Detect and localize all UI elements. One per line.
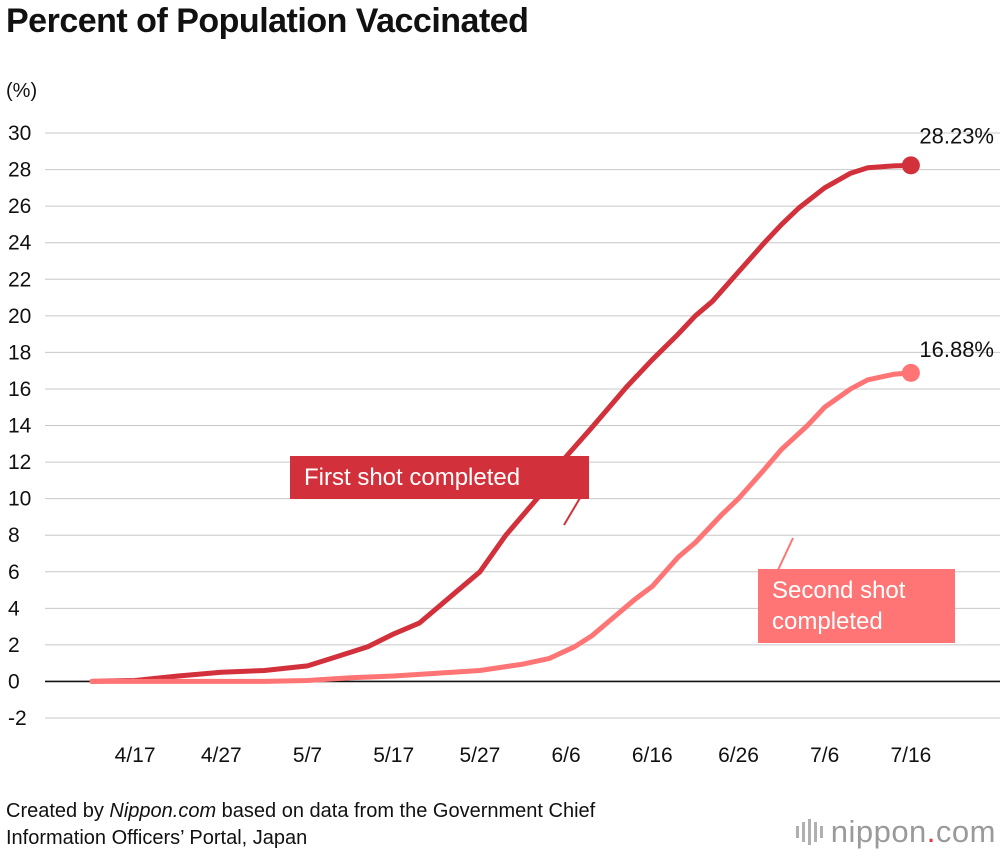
y-tick-label: 10 (8, 488, 31, 511)
x-tick-label: 5/7 (293, 744, 322, 767)
first-shot-end-label: 28.23% (919, 123, 994, 148)
y-tick-label: 0 (8, 670, 20, 693)
chart-title: Percent of Population Vaccinated (6, 2, 529, 40)
y-tick-label: 26 (8, 195, 31, 218)
x-tick-label: 7/6 (810, 744, 839, 767)
first-shot-callout: First shot completed (290, 456, 589, 499)
second-callout-pointer (777, 537, 794, 571)
second-shot-callout-line2: completed (772, 608, 883, 635)
y-tick-label: 30 (8, 122, 31, 145)
source-credit-line1: Created by Nippon.com based on data from… (6, 798, 595, 825)
x-tick-label: 5/17 (373, 744, 414, 767)
second-shot-end-point (901, 363, 920, 382)
credit-prefix: Created by (6, 800, 110, 822)
x-tick-label: 4/27 (201, 744, 242, 767)
y-tick-label: 14 (8, 415, 32, 438)
credit-suffix: based on data from the Government Chief (216, 800, 596, 822)
y-tick-label: 6 (8, 561, 20, 584)
logo-brand: nippon (830, 814, 927, 849)
first-shot-line (89, 162, 914, 684)
nippon-logo: nippon.com (795, 812, 996, 852)
logo-tld: com (935, 814, 996, 849)
y-tick-label: 8 (8, 524, 20, 547)
logo-dot: . (926, 814, 936, 849)
x-tick-label: 6/6 (551, 744, 580, 767)
x-tick-label: 4/17 (115, 744, 156, 767)
x-tick-label: 5/27 (459, 744, 500, 767)
y-axis-unit: (%) (6, 80, 38, 102)
first-shot-end-point (901, 156, 920, 175)
y-tick-label: -2 (8, 707, 27, 730)
y-tick-label: 18 (8, 341, 31, 364)
x-tick-label: 7/16 (890, 744, 931, 767)
y-tick-label: 28 (8, 159, 31, 182)
second-shot-end-label: 16.88% (919, 337, 994, 362)
y-tick-label: 20 (8, 305, 31, 328)
x-tick-label: 6/26 (718, 744, 759, 767)
y-tick-label: 24 (8, 232, 32, 255)
y-tick-label: 22 (8, 268, 31, 291)
second-shot-line (89, 370, 914, 684)
logo-bars-icon (795, 819, 823, 845)
source-credit-line2: Information Officers’ Portal, Japan (6, 827, 308, 849)
y-tick-label: 2 (8, 634, 20, 657)
x-tick-label: 6/16 (632, 744, 673, 767)
second-shot-callout-line1: Second shot (772, 577, 906, 604)
first-shot-callout-label: First shot completed (304, 464, 521, 491)
y-tick-label: 4 (8, 597, 20, 620)
logo-wordmark: nippon.com (831, 814, 996, 850)
y-tick-label: 16 (8, 378, 31, 401)
first-callout-pointer (563, 497, 581, 526)
credit-source-name: Nippon.com (109, 800, 217, 822)
second-shot-callout: Second shot completed (758, 569, 955, 643)
source-credit: Created by Nippon.com based on data from… (6, 798, 595, 852)
y-tick-label: 12 (8, 451, 31, 474)
